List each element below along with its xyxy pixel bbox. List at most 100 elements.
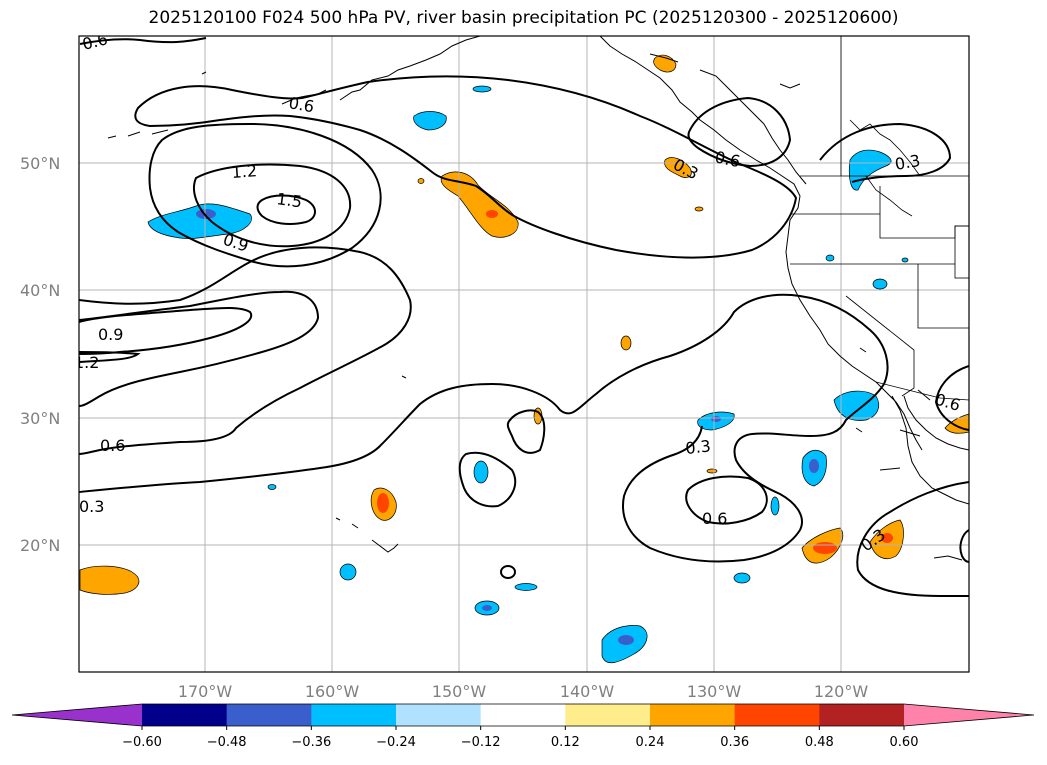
colorbar-tick-label: −0.24	[376, 735, 416, 750]
precip-pos-patch	[417, 178, 425, 184]
contour-label: 0.6	[702, 509, 727, 528]
lat-label-40n: 40°N	[20, 281, 60, 300]
precip-neg-patch	[473, 460, 489, 484]
precip-pos-core	[813, 542, 837, 554]
contour-1.5	[256, 194, 316, 225]
lat-label-30n: 30°N	[20, 409, 60, 428]
precip-neg-patch	[413, 111, 447, 131]
colorbar-segment	[226, 704, 312, 726]
contour-0.3-main	[79, 293, 889, 563]
contour-label: 1.2	[74, 353, 99, 372]
precip-pos-patch	[706, 468, 718, 474]
precip-pos-core	[377, 493, 389, 513]
colorbar-tick-label: 0.60	[890, 735, 919, 750]
colorbar-tick-label: −0.36	[291, 735, 331, 750]
colorbar-segment	[819, 704, 905, 726]
contour-label: 0.6	[713, 147, 742, 171]
colorbar-extend-high	[904, 704, 1034, 726]
contour-label: 1.2	[231, 161, 258, 182]
political-borders	[790, 36, 969, 401]
contour-0.6-mid	[458, 451, 517, 508]
colorbar-tick-label: 0.48	[805, 735, 834, 750]
precip-neg-patch	[267, 484, 277, 490]
contour-label: 1.5	[275, 189, 303, 211]
contour-label: 0.6	[287, 93, 315, 116]
contour-0.3-warm	[506, 409, 546, 454]
plot-title: 2025120100 F024 500 hPa PV, river basin …	[148, 8, 899, 28]
precip-pos-patch	[694, 206, 704, 212]
contour-0.3-se	[856, 481, 969, 597]
lon-label-130w: 130°W	[687, 682, 742, 701]
lon-label-120w: 120°W	[814, 682, 869, 701]
contour-label: 0.3	[79, 497, 104, 516]
precip-neg-core	[482, 605, 492, 611]
contour-0.6-sub	[685, 475, 768, 525]
precip-neg-patch	[339, 563, 357, 581]
contour-label: 0.6	[100, 436, 125, 455]
colorbar-segment	[734, 704, 820, 726]
lat-labels: 20°N 30°N 40°N 50°N	[20, 154, 60, 555]
precip-pos-patch	[79, 565, 140, 595]
lon-label-140w: 140°W	[560, 682, 615, 701]
precip-neg-core	[711, 416, 721, 422]
contour-0.9	[148, 122, 382, 268]
contour-label: 0.6	[80, 29, 109, 54]
lat-label-20n: 20°N	[20, 536, 60, 555]
precip-neg-patch	[872, 278, 888, 290]
precip-neg-core	[809, 459, 819, 473]
contour-0.6-ne	[687, 96, 792, 168]
gridlines	[79, 36, 969, 672]
colorbar-tick-label: −0.48	[207, 735, 247, 750]
precip-neg-patch	[848, 149, 892, 191]
precip-neg-patch	[770, 496, 780, 516]
contour-labels: 0.6 0.6 1.2 1.5 0.9 0.6 0.3 0.9 1.2 0.6 …	[74, 29, 963, 555]
lon-label-160w: 160°W	[305, 682, 360, 701]
colorbar-tick-label: −0.12	[461, 735, 501, 750]
contour-0.6-se	[934, 365, 969, 431]
colorbar-segment	[565, 704, 651, 726]
contour-0.3-ne	[819, 122, 952, 183]
precip-neg-patch	[733, 572, 751, 584]
colorbar-segment	[480, 704, 566, 726]
map-frame	[78, 35, 970, 673]
contour-0.6-main	[79, 246, 412, 455]
contour-label: 0.9	[98, 325, 123, 344]
contour-label: 0.6	[933, 390, 963, 415]
colorbar-tick-label: 0.12	[551, 735, 580, 750]
lon-label-170w: 170°W	[178, 682, 233, 701]
lon-labels: 170°W 160°W 150°W 140°W 130°W 120°W	[178, 682, 869, 701]
colorbar: −0.60 −0.48 −0.36 −0.24 −0.12 0.12 0.24 0.36 0.4…	[11, 703, 1035, 750]
colorbar-segment	[311, 704, 397, 726]
precip-neg-core	[618, 635, 634, 645]
contour-0.3-se-small	[959, 529, 969, 563]
precip-neg-core	[196, 209, 216, 219]
contour-1.2	[193, 163, 352, 248]
colorbar-tick-label: 0.36	[720, 735, 749, 750]
colorbar-segment	[142, 704, 228, 726]
precip-neg-patch	[825, 254, 835, 262]
colorbar-tick-label: −0.60	[122, 735, 162, 750]
pv-contours	[79, 37, 969, 597]
precip-pos-core	[486, 210, 498, 218]
contour-label: 0.3	[684, 436, 711, 458]
colorbar-segment	[650, 704, 736, 726]
contour-label: 0.3	[893, 151, 921, 174]
contour-1.2-west	[79, 351, 141, 363]
colorbar-extend-low	[12, 704, 142, 726]
precip-pos-patch	[440, 171, 519, 238]
precip-neg-patch	[472, 85, 492, 93]
contour-0.6-west	[79, 290, 320, 407]
colorbar-tick-label: 0.24	[636, 735, 665, 750]
colorbar-segment	[396, 704, 482, 726]
precip-pos-patch	[620, 335, 632, 351]
contour-0.6-north	[79, 37, 798, 259]
precip-neg-patch	[901, 257, 909, 263]
coastlines	[107, 36, 969, 561]
precip-pos-core	[881, 533, 893, 543]
contour-small-ring	[500, 565, 516, 579]
precip-pos-patch	[944, 413, 969, 434]
lat-label-50n: 50°N	[20, 154, 60, 173]
precip-shading	[79, 54, 969, 664]
precip-neg-patch	[514, 583, 538, 591]
